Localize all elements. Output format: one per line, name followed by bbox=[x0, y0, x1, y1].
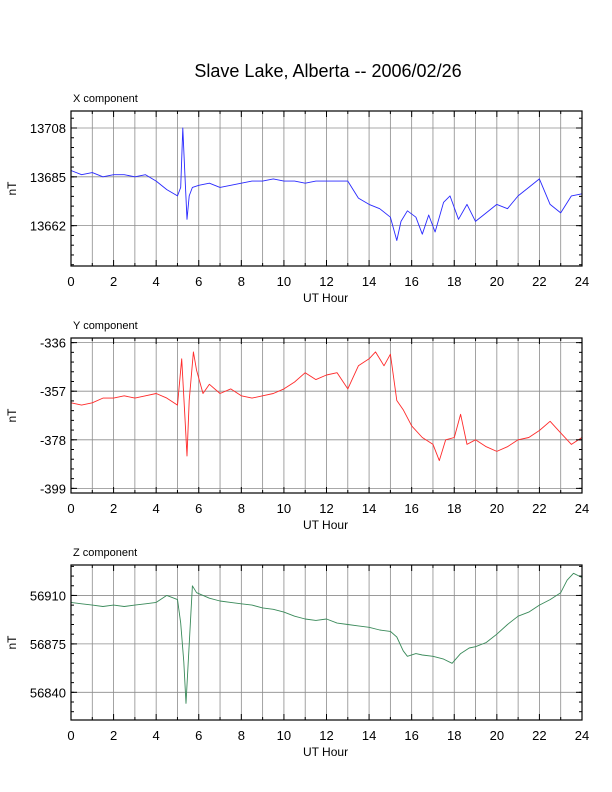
x-tick-label: 18 bbox=[447, 274, 461, 289]
x-tick-label: 22 bbox=[532, 728, 546, 743]
x-tick-label: 8 bbox=[238, 274, 245, 289]
x-tick-label: 8 bbox=[238, 728, 245, 743]
y-tick-label: 56840 bbox=[30, 685, 66, 700]
series-line-x-component bbox=[70, 127, 583, 241]
x-tick-label: 0 bbox=[67, 274, 74, 289]
x-tick-label: 16 bbox=[404, 728, 418, 743]
x-tick-label: 20 bbox=[490, 501, 504, 516]
x-axis-label: UT Hour bbox=[303, 745, 348, 759]
x-tick-label: 16 bbox=[404, 274, 418, 289]
x-tick-label: 24 bbox=[575, 501, 589, 516]
x-tick-label: 10 bbox=[277, 501, 291, 516]
x-tick-label: 14 bbox=[362, 728, 376, 743]
x-tick-label: 0 bbox=[67, 728, 74, 743]
x-tick-label: 10 bbox=[277, 728, 291, 743]
y-axis-x: 13662 13685 13708 nT bbox=[5, 117, 582, 266]
x-tick-label: 2 bbox=[110, 274, 117, 289]
x-tick-label: 6 bbox=[195, 501, 202, 516]
panel-label-x: X component bbox=[73, 93, 138, 105]
x-tick-label: 20 bbox=[490, 274, 504, 289]
x-tick-label: 18 bbox=[447, 728, 461, 743]
x-tick-label: 12 bbox=[319, 501, 333, 516]
y-tick-label: -357 bbox=[40, 384, 66, 399]
y-tick-label: 13662 bbox=[30, 219, 66, 234]
x-tick-label: 16 bbox=[404, 501, 418, 516]
x-tick-label: 14 bbox=[362, 274, 376, 289]
y-tick-label: 56875 bbox=[30, 637, 66, 652]
y-axis-label: nT bbox=[5, 181, 19, 196]
y-tick-label: -399 bbox=[40, 481, 66, 496]
series-line-y-component bbox=[70, 351, 583, 462]
x-tick-label: 4 bbox=[153, 728, 160, 743]
grid-x bbox=[70, 111, 583, 266]
y-tick-label: -336 bbox=[40, 336, 66, 351]
y-tick-label: 13708 bbox=[30, 121, 66, 136]
y-axis-label: nT bbox=[5, 635, 19, 650]
x-tick-label: 24 bbox=[575, 274, 589, 289]
x-tick-label: 12 bbox=[319, 728, 333, 743]
x-tick-label: 2 bbox=[110, 501, 117, 516]
figure-title: Slave Lake, Alberta -- 2006/02/26 bbox=[194, 61, 461, 81]
x-tick-label: 18 bbox=[447, 501, 461, 516]
y-axis-y: -336 -357 -378 -399 nT bbox=[5, 336, 582, 496]
x-tick-label: 6 bbox=[195, 274, 202, 289]
y-tick-label: 13685 bbox=[30, 170, 66, 185]
y-axis-label: nT bbox=[5, 408, 19, 423]
x-tick-label: 2 bbox=[110, 728, 117, 743]
x-axis-label: UT Hour bbox=[303, 518, 348, 532]
panel-label-z: Z component bbox=[73, 547, 137, 559]
x-axis-label: UT Hour bbox=[303, 291, 348, 305]
grid-y bbox=[70, 338, 583, 493]
x-tick-label: 14 bbox=[362, 501, 376, 516]
x-tick-label: 10 bbox=[277, 274, 291, 289]
x-tick-label: 6 bbox=[195, 728, 202, 743]
grid-z bbox=[70, 565, 583, 720]
x-tick-label: 12 bbox=[319, 274, 333, 289]
x-tick-label: 4 bbox=[153, 274, 160, 289]
x-tick-label: 24 bbox=[575, 728, 589, 743]
series-line-z-component bbox=[70, 572, 583, 704]
x-tick-label: 4 bbox=[153, 501, 160, 516]
y-tick-label: 56910 bbox=[30, 588, 66, 603]
x-tick-label: 20 bbox=[490, 728, 504, 743]
y-axis-z: 56840 56875 56910 nT bbox=[5, 565, 582, 713]
x-tick-label: 0 bbox=[67, 501, 74, 516]
panel-label-y: Y component bbox=[73, 320, 138, 332]
x-tick-label: 22 bbox=[532, 501, 546, 516]
x-tick-label: 22 bbox=[532, 274, 546, 289]
y-tick-label: -378 bbox=[40, 433, 66, 448]
x-tick-label: 8 bbox=[238, 501, 245, 516]
